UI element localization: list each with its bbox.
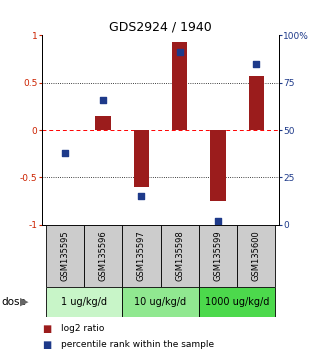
Text: GSM135599: GSM135599 bbox=[213, 230, 222, 281]
Point bbox=[215, 218, 221, 224]
Point bbox=[177, 50, 182, 55]
Text: GSM135595: GSM135595 bbox=[60, 230, 69, 281]
Text: GDS2924 / 1940: GDS2924 / 1940 bbox=[109, 21, 212, 34]
Bar bbox=[237, 225, 275, 287]
Point bbox=[254, 61, 259, 67]
Bar bbox=[172, 42, 187, 130]
Text: GSM135598: GSM135598 bbox=[175, 230, 184, 281]
Text: 1 ug/kg/d: 1 ug/kg/d bbox=[61, 297, 107, 307]
Bar bbox=[46, 287, 122, 317]
Bar bbox=[249, 76, 264, 130]
Text: dose: dose bbox=[2, 297, 26, 307]
Bar bbox=[199, 287, 275, 317]
Bar bbox=[160, 225, 199, 287]
Text: 1000 ug/kg/d: 1000 ug/kg/d bbox=[205, 297, 269, 307]
Text: ■: ■ bbox=[42, 340, 51, 350]
Point bbox=[139, 194, 144, 199]
Bar bbox=[199, 225, 237, 287]
Bar bbox=[95, 116, 111, 130]
Point bbox=[62, 150, 67, 156]
Text: GSM135600: GSM135600 bbox=[252, 230, 261, 281]
Bar bbox=[46, 225, 84, 287]
Text: ▶: ▶ bbox=[20, 297, 28, 307]
Text: percentile rank within the sample: percentile rank within the sample bbox=[61, 340, 214, 349]
Bar bbox=[134, 130, 149, 187]
Text: log2 ratio: log2 ratio bbox=[61, 324, 104, 333]
Text: GSM135597: GSM135597 bbox=[137, 230, 146, 281]
Text: GSM135596: GSM135596 bbox=[99, 230, 108, 281]
Bar bbox=[84, 225, 122, 287]
Text: 10 ug/kg/d: 10 ug/kg/d bbox=[134, 297, 187, 307]
Bar bbox=[122, 225, 160, 287]
Text: ■: ■ bbox=[42, 324, 51, 334]
Bar bbox=[122, 287, 199, 317]
Point bbox=[100, 97, 106, 103]
Bar bbox=[210, 130, 226, 201]
